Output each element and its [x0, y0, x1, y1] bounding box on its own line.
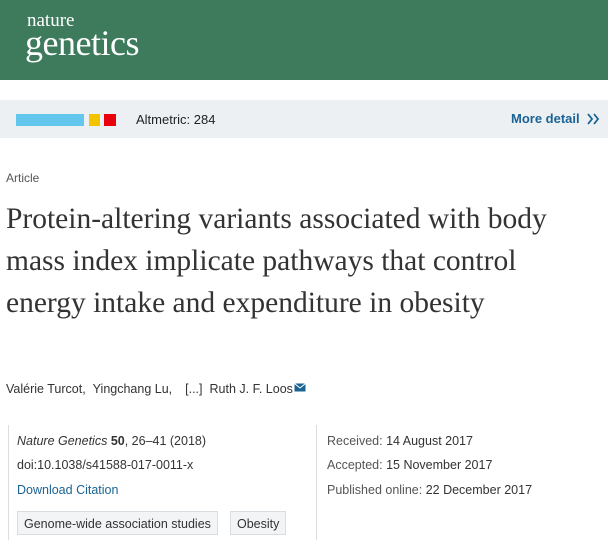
author[interactable]: Ruth J. F. Loos — [209, 382, 293, 396]
badge-segment — [16, 114, 84, 126]
date-row: Accepted: 15 November 2017 — [327, 458, 492, 472]
author-expand[interactable]: [...] — [185, 382, 203, 396]
badge-segment — [89, 114, 100, 126]
more-detail-link[interactable]: More detail — [511, 111, 580, 126]
date-value: 22 December 2017 — [425, 483, 533, 497]
author-list: Valérie Turcot, Yingchang Lu, [...] Ruth J.… — [6, 382, 306, 396]
altmetric-score: Altmetric: 284 — [136, 112, 216, 127]
altmetric-bar — [0, 100, 608, 138]
date-value: 14 August 2017 — [386, 434, 473, 448]
envelope-flap — [294, 383, 306, 389]
logo-text[interactable]: nature — [27, 10, 75, 31]
site-header — [0, 0, 608, 80]
date-label: Published online: — [327, 483, 423, 497]
email-icon[interactable] — [294, 383, 306, 393]
date-row: Received: 14 August 2017 — [327, 434, 473, 448]
chevron — [587, 113, 600, 125]
divider — [316, 425, 317, 540]
chevron-icon[interactable] — [587, 113, 601, 125]
journal: Nature Genetics — [17, 434, 108, 448]
divider — [8, 425, 9, 540]
date-label: Accepted: — [327, 458, 383, 472]
date-label: Received: — [327, 434, 383, 448]
author[interactable]: Valérie Turcot, — [6, 382, 86, 396]
date-value: 15 November 2017 — [386, 458, 493, 472]
subject-tag[interactable]: Obesity — [230, 511, 287, 535]
download-citation[interactable]: Download Citation — [17, 483, 119, 497]
volume: 50 — [110, 434, 125, 448]
pages: , 26–41 (2018) — [124, 434, 207, 448]
author[interactable]: Yingchang Lu, — [92, 382, 173, 396]
article-type: Article — [6, 171, 40, 185]
altmetric-badge[interactable] — [0, 100, 130, 138]
doi: doi:10.1038/s41588-017-0011-x — [17, 458, 194, 472]
article-title: Protein-altering variants associated wit… — [6, 203, 547, 319]
badge-segment — [104, 114, 116, 126]
citation: Nature Genetics 50, 26–41 (2018) — [17, 434, 206, 448]
date-row: Published online: 22 December 2017 — [327, 483, 532, 497]
subject-tag[interactable]: Genome-wide association studies — [17, 511, 218, 535]
logo-text[interactable]: genetics — [25, 23, 139, 63]
